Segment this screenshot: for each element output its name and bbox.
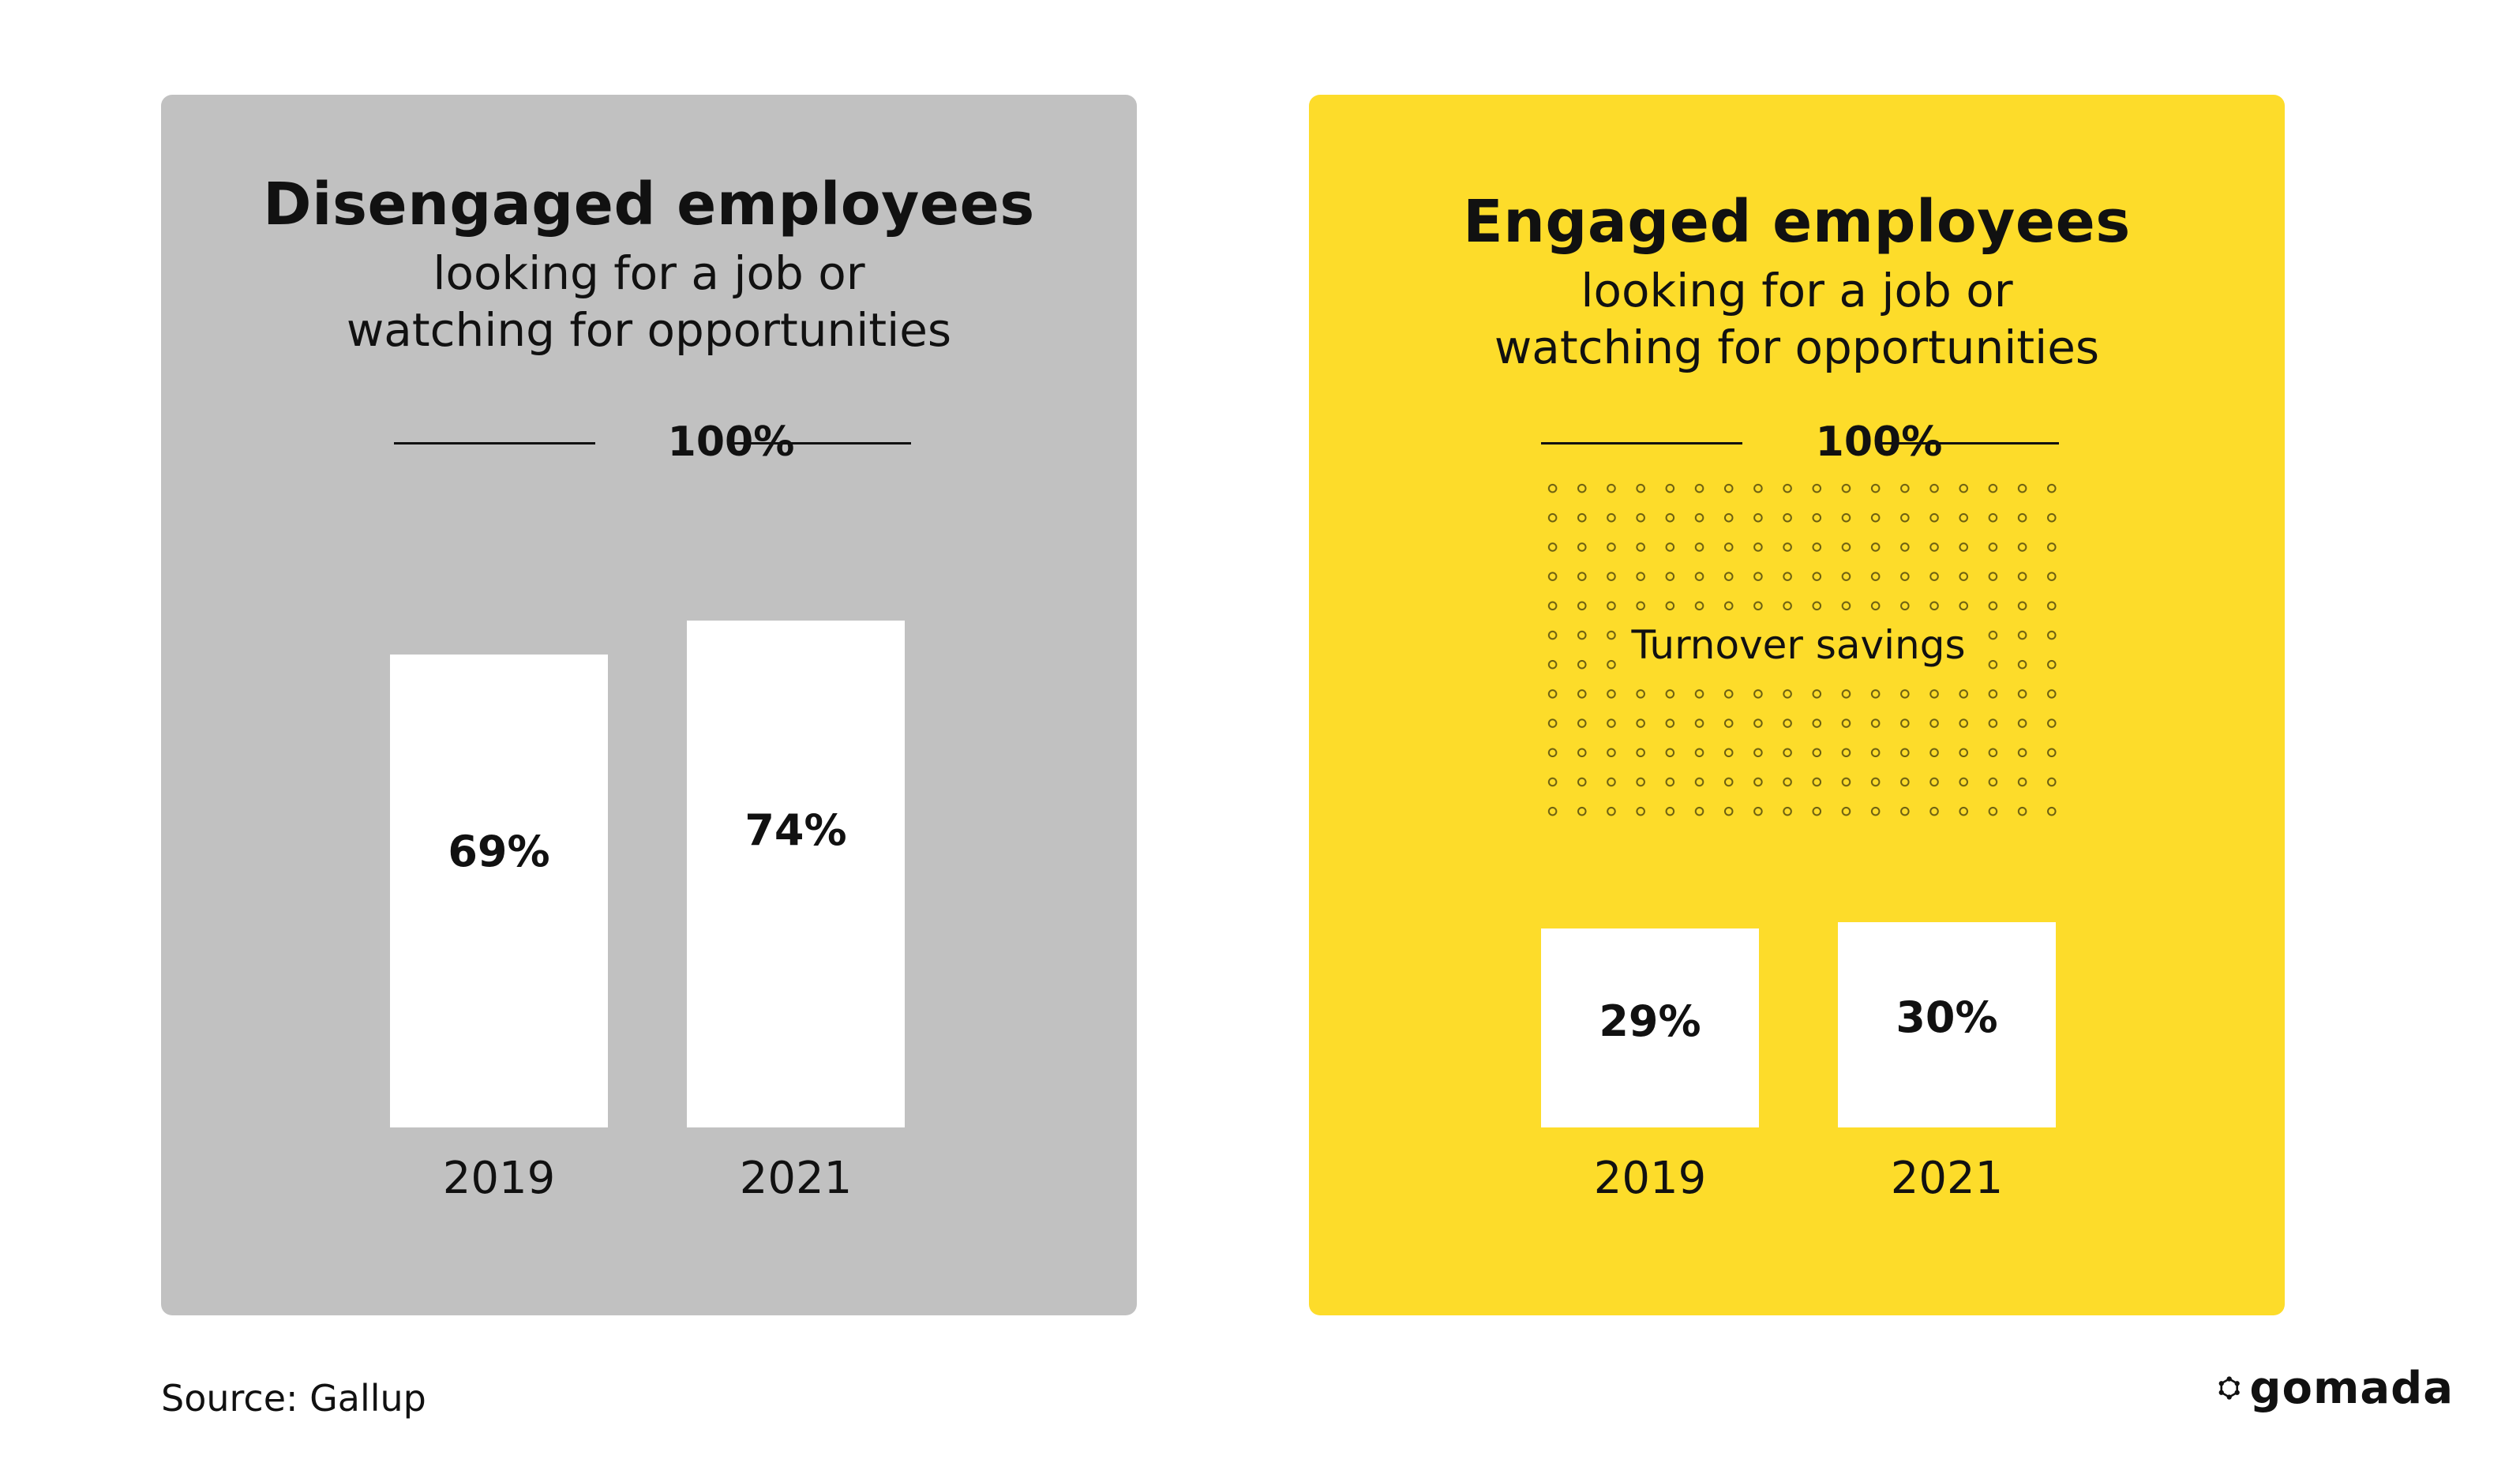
bar-value-label: 74%: [744, 805, 847, 855]
bar-value-label: 30%: [1896, 992, 1998, 1042]
chart-title: Disengaged employees: [263, 171, 1035, 238]
reference-line-left: [1541, 442, 1742, 445]
turnover-savings-annotation: Turnover savings: [1631, 622, 1966, 668]
logo-wordmark: gomada: [2249, 1362, 2454, 1414]
reference-line-right: [731, 442, 911, 445]
bar-2019: [1541, 928, 1759, 1127]
bar-2021: [687, 620, 905, 1127]
x-tick-label: 2021: [1890, 1153, 2004, 1204]
disengaged-chart-panel: Disengaged employees looking for a job o…: [161, 95, 1137, 1315]
engaged-chart-panel: Engaged employees looking for a job or w…: [1309, 95, 2285, 1315]
bar-2021: [1838, 921, 2056, 1127]
source-note: Source: Gallup: [161, 1377, 426, 1420]
gomada-logo: gomada: [2217, 1360, 2454, 1416]
x-tick-label: 2019: [442, 1153, 556, 1204]
x-tick-label: 2019: [1593, 1153, 1707, 1204]
reference-line-left: [394, 442, 595, 445]
annotation-background: [1625, 616, 1972, 685]
bar-2019: [390, 655, 608, 1127]
bar-value-label: 69%: [448, 826, 550, 876]
x-tick-label: 2021: [739, 1153, 853, 1204]
reference-line-right: [1879, 442, 2059, 445]
chart-subtitle: looking for a job or watching for opport…: [346, 246, 952, 357]
chart-subtitle: looking for a job or watching for opport…: [1494, 264, 2100, 374]
gomada-hexagon-icon: [2218, 1376, 2240, 1400]
bar-value-label: 29%: [1599, 996, 1701, 1046]
chart-title: Engaged employees: [1463, 188, 2131, 256]
